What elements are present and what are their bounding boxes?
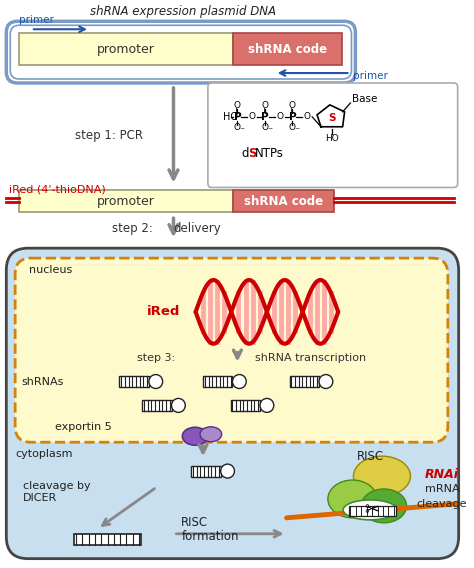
Circle shape [149,374,163,389]
Text: promoter: promoter [97,195,155,208]
Text: S: S [248,147,257,160]
Ellipse shape [354,456,410,496]
Bar [290,376,319,387]
Circle shape [232,374,246,389]
Text: iRed (4'-thioDNA): iRed (4'-thioDNA) [9,185,106,194]
Text: shRNA code: shRNA code [244,195,323,208]
Text: nucleus: nucleus [29,265,72,275]
Text: O: O [304,112,311,122]
Text: O: O [234,101,241,110]
Bar [74,534,141,545]
Text: Base: Base [353,94,378,104]
Text: formation: formation [182,531,239,543]
FancyBboxPatch shape [208,83,458,187]
Bar [19,34,234,65]
Bar [230,400,260,411]
Text: P: P [234,112,241,122]
Text: ✂: ✂ [365,501,380,519]
Text: promoter: promoter [97,43,155,56]
Text: iRed: iRed [147,306,180,318]
Bar [203,376,232,387]
FancyBboxPatch shape [6,21,356,83]
Circle shape [172,398,185,412]
Text: O: O [262,123,268,132]
Text: O: O [234,123,241,132]
Text: shRNA expression plasmid DNA: shRNA expression plasmid DNA [91,5,276,18]
Text: ⁻: ⁻ [295,126,300,136]
Ellipse shape [361,489,407,523]
Text: primer: primer [19,15,54,25]
Text: P: P [261,112,269,122]
FancyBboxPatch shape [10,25,352,79]
Text: step 1: PCR: step 1: PCR [75,130,143,142]
FancyBboxPatch shape [6,248,459,559]
Text: ⁻: ⁻ [240,126,245,136]
Bar [191,466,221,477]
Ellipse shape [328,480,377,518]
Circle shape [260,398,274,412]
Bar [19,190,234,212]
Text: step 2:: step 2: [111,222,153,235]
Text: cleavage by: cleavage by [23,481,91,491]
Ellipse shape [200,427,222,442]
Text: d: d [241,147,249,160]
Text: HO: HO [223,112,237,122]
Text: step 3:: step 3: [137,353,175,362]
Bar [234,34,342,65]
Bar [119,376,149,387]
Text: cytoplasm: cytoplasm [15,449,73,459]
Text: O: O [289,101,296,110]
Text: shRNA transcription: shRNA transcription [255,353,366,362]
Text: NTPs: NTPs [255,147,284,160]
Circle shape [319,374,333,389]
Text: O: O [249,112,255,122]
Text: delivery: delivery [173,222,221,235]
Text: mRNA: mRNA [425,484,459,494]
Ellipse shape [343,500,397,520]
FancyBboxPatch shape [15,258,448,442]
Text: DICER: DICER [23,493,57,503]
Text: exportin 5: exportin 5 [55,422,112,432]
Ellipse shape [182,427,208,445]
Bar [234,190,334,212]
Text: O: O [262,101,268,110]
Text: RISC: RISC [356,450,384,463]
Text: shRNA code: shRNA code [248,43,327,56]
Text: ⁻: ⁻ [267,126,273,136]
Text: P: P [289,112,296,122]
Text: RNAi: RNAi [425,467,459,481]
Bar [348,506,396,516]
Text: shRNAs: shRNAs [21,377,64,386]
Text: primer: primer [354,71,388,81]
Circle shape [221,464,235,478]
Text: O: O [276,112,283,122]
Text: HO: HO [325,134,339,143]
Text: S: S [328,113,336,123]
Text: RISC: RISC [182,516,209,529]
Text: cleavage: cleavage [417,499,467,509]
Bar [142,400,172,411]
Text: O: O [289,123,296,132]
